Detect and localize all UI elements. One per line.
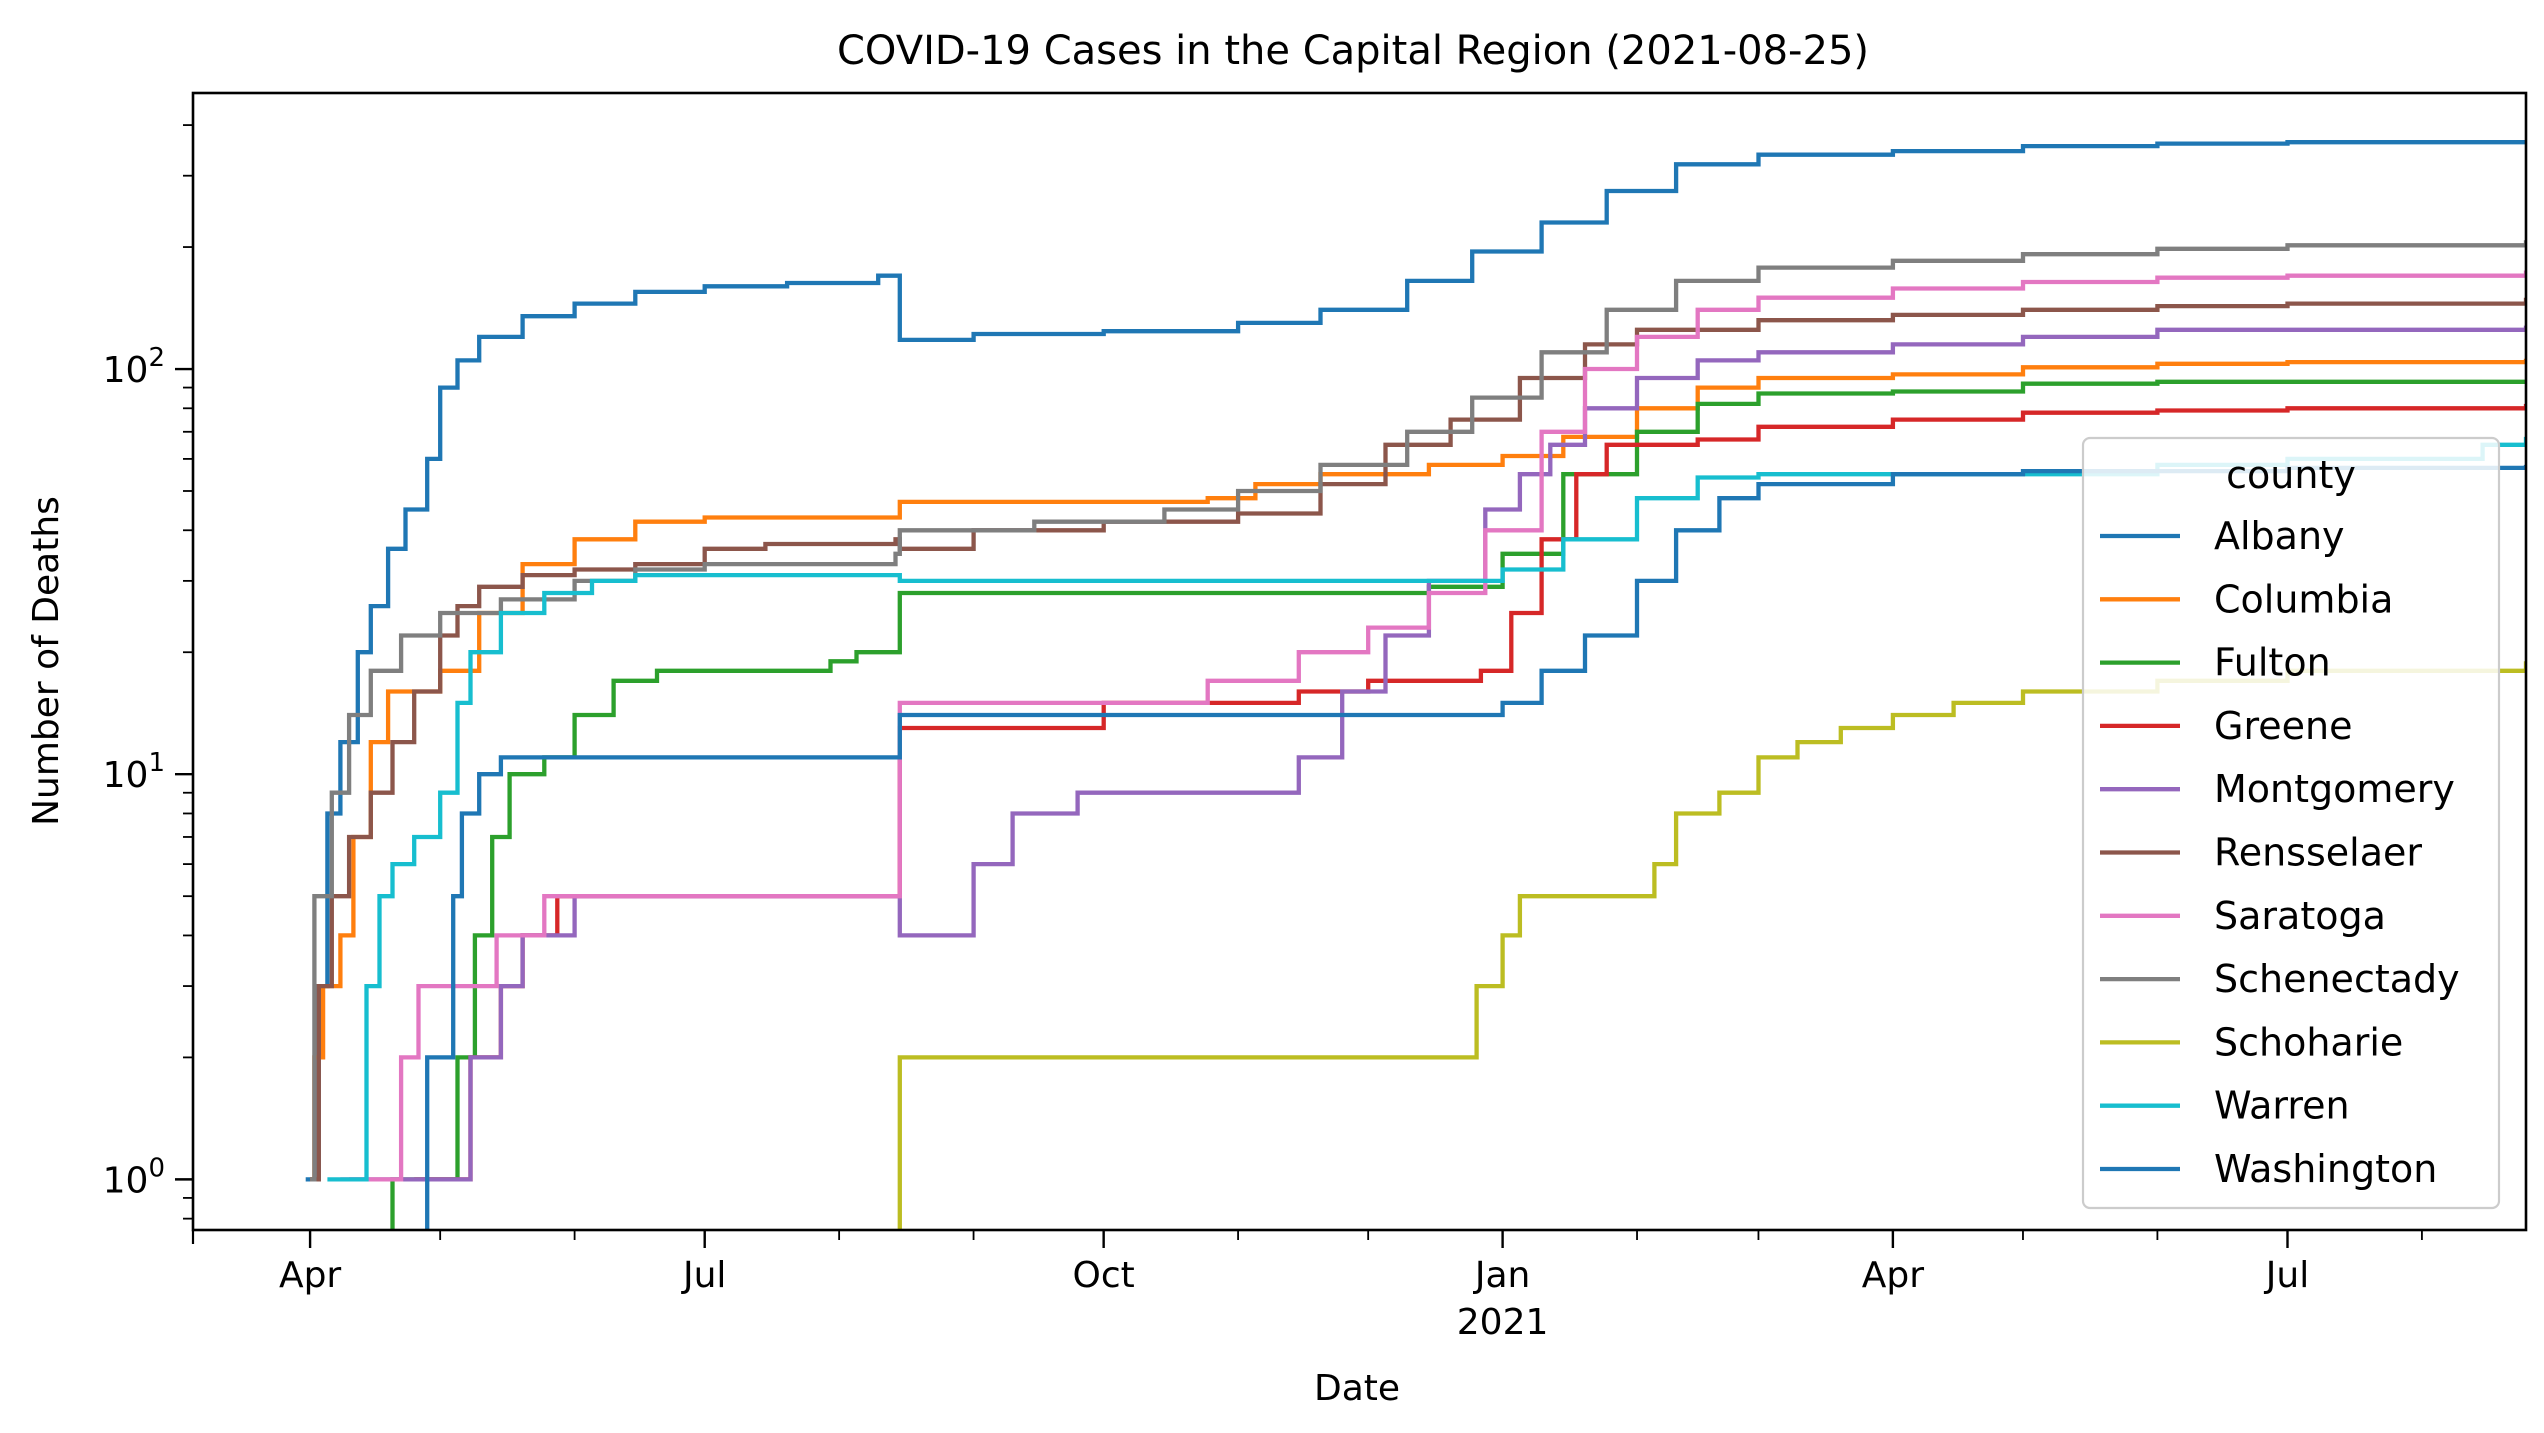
x-tick-label: Apr	[1862, 1255, 1924, 1296]
x-axis: Apr Jul Oct Jan 2021 Apr Jul	[191, 1230, 2423, 1343]
series-line-columbia	[310, 358, 2526, 1182]
series-line-schenectady	[310, 240, 2526, 1182]
y-axis-label: Number of Deaths	[26, 496, 67, 826]
x-tick-label: Apr	[279, 1255, 341, 1296]
y-tick-label: 101	[103, 748, 165, 796]
legend-label-fulton: Fulton	[2214, 641, 2331, 685]
x-axis-label: Date	[1314, 1368, 1400, 1409]
legend-label-schoharie: Schoharie	[2214, 1020, 2403, 1064]
x-tick-sublabel: 2021	[1457, 1302, 1549, 1343]
legend-title: county	[2226, 453, 2356, 497]
series-layer	[305, 140, 2526, 1230]
legend-label-schenectady: Schenectady	[2214, 957, 2460, 1001]
series-line-albany	[305, 140, 2526, 1182]
x-tick-label: Jul	[681, 1255, 726, 1296]
legend-label-greene: Greene	[2214, 704, 2352, 748]
y-tick-label: 100	[103, 1153, 165, 1201]
legend-label-montgomery: Montgomery	[2214, 767, 2455, 811]
y-tick-label: 102	[103, 343, 165, 391]
legend-label-rensselaer: Rensselaer	[2214, 831, 2422, 875]
legend-label-albany: Albany	[2214, 514, 2345, 558]
series-line-saratoga	[340, 270, 2526, 1182]
legend-label-saratoga: Saratoga	[2214, 894, 2386, 938]
x-tick-label: Jul	[2264, 1255, 2309, 1296]
x-tick-label: Jan	[1473, 1255, 1531, 1296]
y-axis: 100 101 102	[103, 124, 193, 1220]
legend-label-washington: Washington	[2214, 1147, 2437, 1191]
series-line-fulton	[390, 379, 2526, 1230]
series-line-montgomery	[349, 325, 2526, 1182]
plot-frame	[191, 91, 2528, 1232]
legend-label-columbia: Columbia	[2214, 577, 2393, 621]
x-tick-label: Oct	[1073, 1255, 1135, 1296]
series-line-washington	[425, 464, 2526, 1230]
legend-label-warren: Warren	[2214, 1084, 2350, 1128]
chart-title: COVID-19 Cases in the Capital Region (20…	[837, 28, 1869, 74]
series-line-schoharie	[897, 661, 2526, 1230]
legend-items: Albany Columbia Fulton Greene Montgomery Rens…	[2100, 514, 2460, 1191]
legend: county Albany Columbia Fulton Greene Montgom…	[2081, 436, 2501, 1210]
legend-box	[2081, 436, 2501, 1210]
